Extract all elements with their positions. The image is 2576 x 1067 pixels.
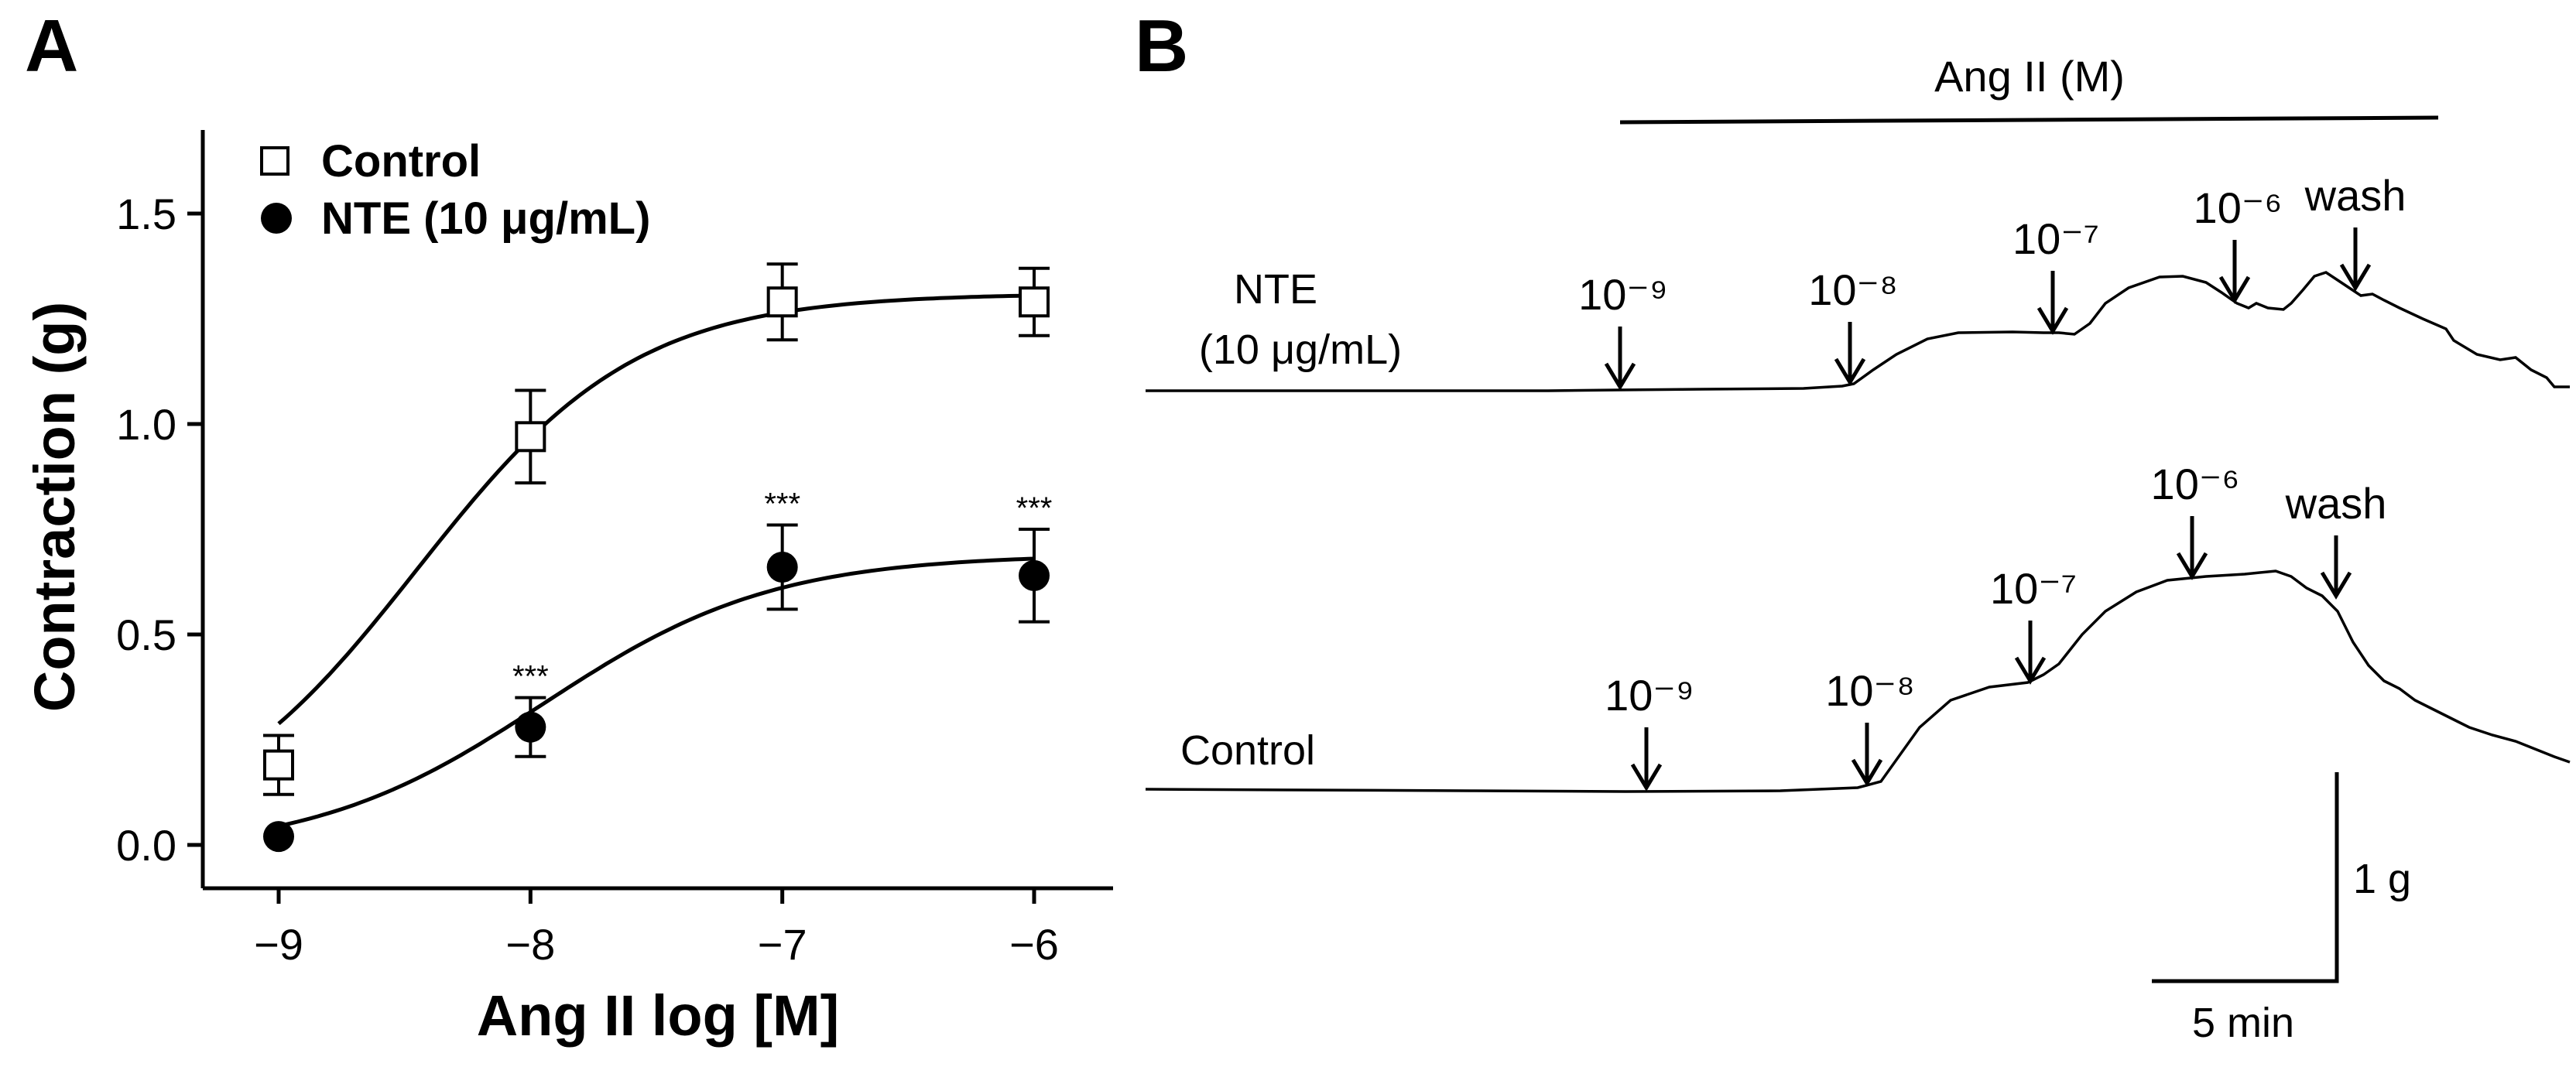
nte-dose-label: 10⁻⁹ xyxy=(1578,270,1668,319)
legend-nte-marker xyxy=(261,203,292,234)
significance-marker: *** xyxy=(764,487,800,522)
nte-arrow-head xyxy=(1834,357,1866,386)
scale-bar: 1 g 5 min xyxy=(2152,772,2411,1046)
control-dose-arrows: 10⁻⁹ 10⁻⁸ 10⁻⁷ 10⁻⁶ wash xyxy=(1605,460,2387,792)
data-markers xyxy=(263,286,1050,853)
y-tick-label: 1.5 xyxy=(116,190,176,238)
control-arrow-head xyxy=(2014,656,2047,685)
nte-arrow-head xyxy=(2036,306,2069,335)
x-tick-label: −8 xyxy=(505,920,555,969)
nte-data-point xyxy=(766,551,798,583)
nte-tension-trace xyxy=(1146,271,2570,392)
legend: Control NTE (10 μg/mL) xyxy=(260,136,650,244)
control-dose-label: 10⁻⁷ xyxy=(1990,564,2077,613)
control-tension-trace xyxy=(1145,569,2571,793)
control-data-point xyxy=(263,749,294,781)
nte-dose-label: 10⁻⁷ xyxy=(2012,214,2099,263)
nte-dose-label: 10⁻⁸ xyxy=(1808,265,1897,314)
nte-trace-label: NTE xyxy=(1234,266,1317,313)
ang-ii-bar-line xyxy=(1619,115,2439,125)
x-tick-label: −7 xyxy=(758,920,807,969)
y-tick-label: 0.5 xyxy=(116,610,176,659)
nte-fit-curve xyxy=(278,556,1035,829)
control-data-point xyxy=(766,286,798,318)
control-trace-group: Control 10⁻⁹ 10⁻⁸ 10⁻⁷ 10⁻⁶ wash xyxy=(1145,460,2571,793)
control-arrow-head xyxy=(2176,552,2208,580)
x-tick-label: −9 xyxy=(254,920,303,969)
control-dose-label: 10⁻⁸ xyxy=(1825,666,1914,715)
significance-marker: *** xyxy=(512,660,549,694)
panel-a-letter: A xyxy=(25,5,78,87)
y-tick-label: 1.0 xyxy=(116,400,176,449)
ang-ii-bar-label: Ang II (M) xyxy=(1934,52,2125,101)
ang-ii-application-bar: Ang II (M) xyxy=(1619,52,2439,125)
control-trace-label: Control xyxy=(1180,727,1315,774)
control-data-point xyxy=(515,421,546,453)
nte-arrow-head xyxy=(2218,275,2251,304)
panel-b-letter: B xyxy=(1135,5,1188,87)
significance-annotations: *** *** *** xyxy=(512,487,1052,694)
control-arrow-head xyxy=(1851,758,1883,787)
control-data-point xyxy=(1019,286,1050,318)
control-dose-label: 10⁻⁶ xyxy=(2151,460,2240,508)
y-ticks: 0.0 0.5 1.0 1.5 xyxy=(116,190,203,870)
x-axis-label: Ang II log [M] xyxy=(477,983,840,1048)
nte-trace-group: NTE (10 μg/mL) 10⁻⁹ 10⁻⁸ 10⁻⁷ 10⁻⁶ wash xyxy=(1146,171,2570,392)
x-tick-label: −6 xyxy=(1009,920,1059,969)
dose-response-chart: 0.0 0.5 1.0 1.5 −9 −8 −7 −6 Contraction (g) An… xyxy=(22,130,1113,1048)
nte-arrow-head xyxy=(1604,362,1636,391)
y-tick-label: 0.0 xyxy=(116,821,176,870)
nte-data-point xyxy=(263,821,294,853)
control-dose-label: 10⁻⁹ xyxy=(1605,671,1694,720)
nte-data-point xyxy=(1019,559,1050,591)
legend-nte-label: NTE (10 μg/mL) xyxy=(321,193,650,244)
fit-curves xyxy=(277,293,1035,829)
legend-control-label: Control xyxy=(321,136,481,186)
nte-dose-label: wash xyxy=(2304,171,2406,220)
control-arrow-head xyxy=(1630,763,1663,792)
nte-data-point xyxy=(515,711,546,743)
x-ticks: −9 −8 −7 −6 xyxy=(254,888,1059,969)
control-dose-label: wash xyxy=(2285,479,2387,528)
scale-bar-lines xyxy=(2152,772,2339,983)
significance-marker: *** xyxy=(1016,491,1053,525)
nte-dose-arrows: 10⁻⁹ 10⁻⁸ 10⁻⁷ 10⁻⁶ wash xyxy=(1578,171,2406,391)
nte-arrow-head xyxy=(2339,263,2372,292)
y-axis-label: Contraction (g) xyxy=(22,302,87,712)
control-fit-curve xyxy=(277,293,1035,726)
nte-dose-label: 10⁻⁶ xyxy=(2194,183,2283,232)
error-bars xyxy=(263,262,1050,796)
scale-horizontal-label: 5 min xyxy=(2192,1000,2294,1046)
nte-trace-concentration: (10 μg/mL) xyxy=(1199,327,1402,373)
control-arrow-head xyxy=(2320,571,2352,600)
legend-control-marker xyxy=(260,146,289,176)
scale-vertical-label: 1 g xyxy=(2353,856,2411,902)
